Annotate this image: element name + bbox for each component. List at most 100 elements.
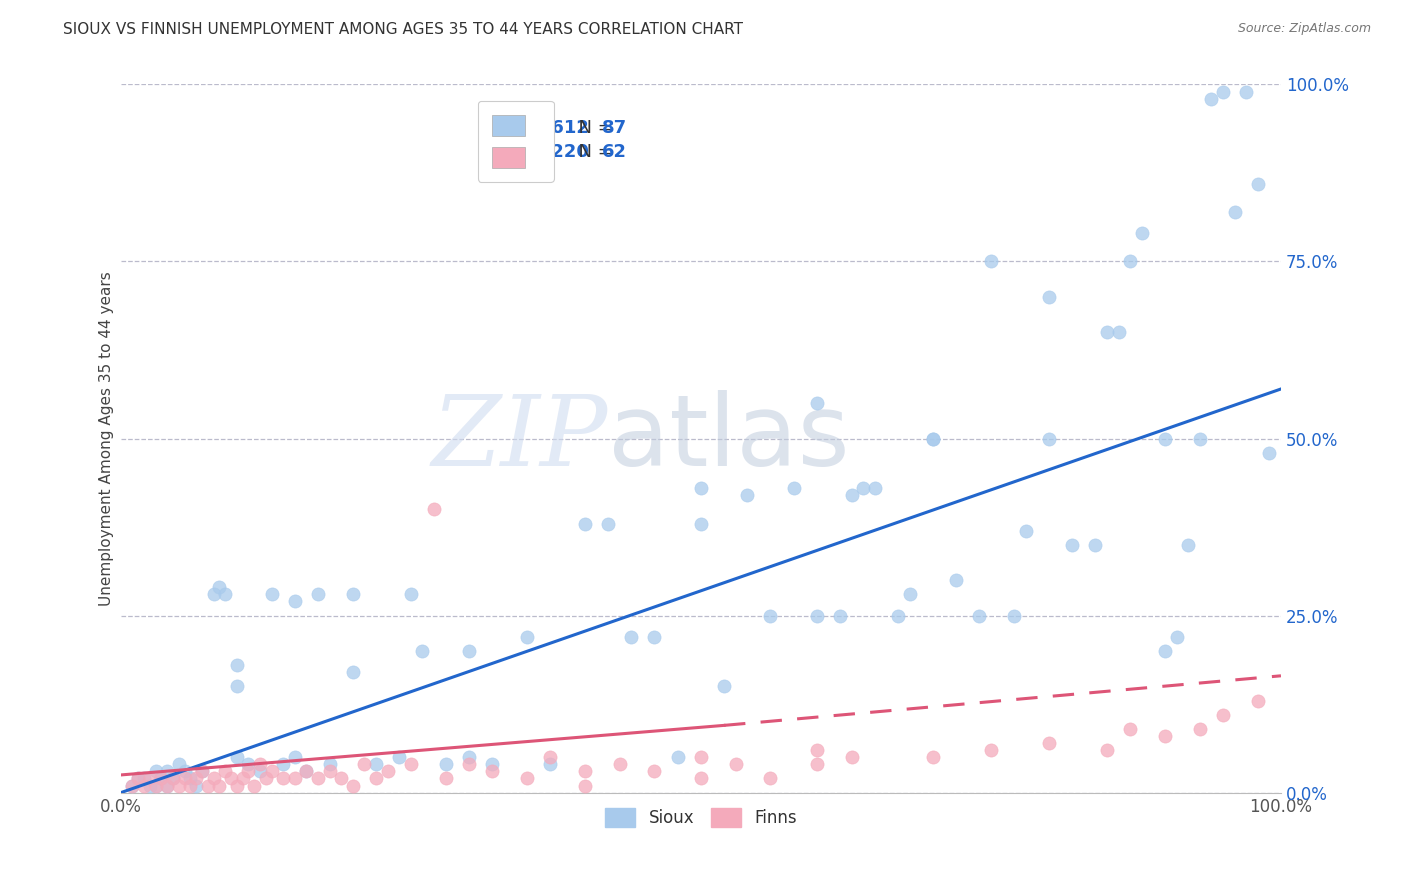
Point (980, 254, 1002, 268)
Point (620, 630, 643, 644)
Point (689, 516, 711, 531)
Point (179, 779, 201, 793)
Point (411, 644, 433, 658)
Point (271, 772, 294, 786)
Point (1166, 630, 1188, 644)
Point (516, 630, 538, 644)
Point (689, 481, 711, 495)
Point (852, 481, 875, 495)
Point (1119, 722, 1142, 736)
Point (516, 772, 538, 786)
Point (980, 743, 1002, 757)
Point (260, 764, 283, 779)
Point (1119, 254, 1142, 268)
Point (1177, 538, 1199, 552)
Point (806, 608, 828, 623)
Text: 62: 62 (602, 143, 627, 161)
Point (1201, 92, 1223, 106)
Point (318, 757, 340, 772)
Point (260, 587, 283, 601)
Point (132, 779, 155, 793)
Point (689, 750, 711, 764)
Point (145, 779, 167, 793)
Point (574, 516, 596, 531)
Point (922, 750, 945, 764)
Point (318, 764, 340, 779)
Point (208, 580, 231, 594)
Point (922, 432, 945, 446)
Point (643, 630, 665, 644)
Point (214, 764, 236, 779)
Point (806, 396, 828, 410)
Point (538, 757, 561, 772)
Point (249, 757, 271, 772)
Point (132, 772, 155, 786)
Text: R =: R = (486, 143, 531, 161)
Point (1223, 205, 1246, 219)
Legend: Sioux, Finns: Sioux, Finns (599, 801, 803, 834)
Point (249, 764, 271, 779)
Point (1154, 644, 1177, 658)
Point (145, 779, 167, 793)
Point (735, 488, 758, 502)
Point (307, 772, 329, 786)
Point (162, 772, 184, 786)
Point (202, 587, 225, 601)
Point (1188, 722, 1211, 736)
Point (538, 750, 561, 764)
Point (225, 779, 247, 793)
Point (898, 587, 921, 601)
Point (167, 779, 190, 793)
Point (353, 757, 375, 772)
Point (1095, 743, 1118, 757)
Point (364, 772, 387, 786)
Point (574, 764, 596, 779)
Point (162, 772, 184, 786)
Point (1212, 707, 1234, 722)
Point (342, 665, 364, 680)
Point (481, 764, 503, 779)
Point (806, 757, 828, 772)
Point (1247, 693, 1270, 707)
Point (1095, 326, 1118, 340)
Point (1084, 538, 1107, 552)
Point (214, 587, 236, 601)
Point (219, 772, 242, 786)
Point (1038, 736, 1060, 750)
Point (1108, 326, 1130, 340)
Point (191, 764, 214, 779)
Point (1154, 432, 1177, 446)
Point (945, 573, 967, 587)
Point (1130, 226, 1153, 240)
Point (232, 772, 254, 786)
Point (434, 772, 457, 786)
Text: SIOUX VS FINNISH UNEMPLOYMENT AMONG AGES 35 TO 44 YEARS CORRELATION CHART: SIOUX VS FINNISH UNEMPLOYMENT AMONG AGES… (63, 22, 744, 37)
Point (399, 587, 422, 601)
Point (887, 608, 910, 623)
Point (689, 772, 711, 786)
Point (127, 772, 149, 786)
Point (254, 772, 277, 786)
Point (457, 757, 479, 772)
Point (150, 772, 173, 786)
Text: R =: R = (486, 120, 531, 137)
Point (759, 608, 782, 623)
Point (399, 757, 422, 772)
Point (330, 772, 353, 786)
Point (179, 772, 201, 786)
Text: 87: 87 (602, 120, 627, 137)
Point (186, 779, 208, 793)
Point (596, 516, 619, 531)
Point (1212, 85, 1234, 99)
Point (806, 743, 828, 757)
Point (481, 757, 503, 772)
Point (150, 772, 173, 786)
Text: N =: N = (568, 120, 619, 137)
Point (186, 772, 208, 786)
Point (121, 779, 143, 793)
Point (284, 772, 307, 786)
Point (922, 432, 945, 446)
Point (139, 772, 162, 786)
Point (342, 779, 364, 793)
Point (173, 772, 195, 786)
